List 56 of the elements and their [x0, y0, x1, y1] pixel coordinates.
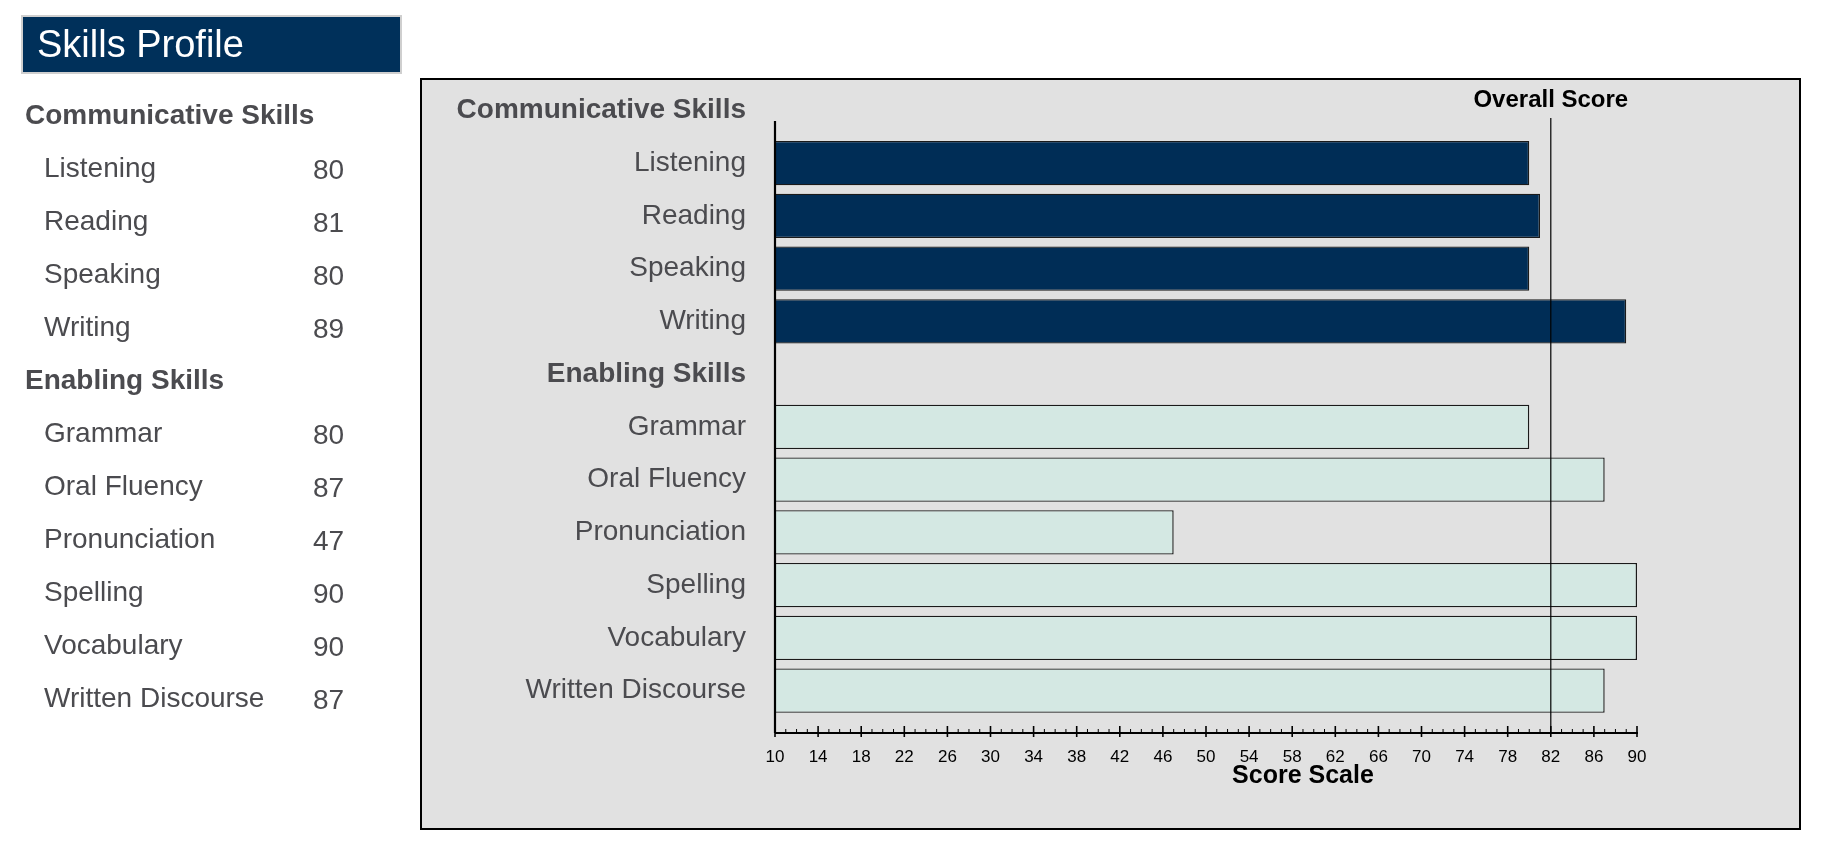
y-tick-label: Oral Fluency — [587, 462, 746, 494]
data-label: 80 — [313, 258, 345, 293]
y-tick-label: Speaking — [629, 251, 746, 283]
x-tick-label: 18 — [851, 746, 871, 766]
category-label: Vocabulary — [44, 628, 183, 660]
data-label: 80 — [313, 417, 345, 452]
y-tick-label: Enabling Skills — [546, 356, 746, 388]
ref-line-label: Overall Score — [1473, 84, 1629, 112]
data-label: 87 — [313, 682, 345, 717]
y-tick-label: Spelling — [646, 567, 746, 599]
x-tick-label: 42 — [1110, 746, 1130, 766]
y-tick-label: Listening — [633, 145, 746, 177]
x-tick-label: 34 — [1024, 746, 1044, 766]
category-label: Written Discourse — [44, 681, 265, 713]
data-label: 90 — [313, 629, 345, 664]
category-label: Enabling Skills — [25, 363, 225, 395]
text: Skills Profile — [21, 15, 402, 74]
x-tick-label: 58 — [1282, 746, 1302, 766]
x-tick-label: 62 — [1325, 746, 1345, 766]
category-label: Speaking — [44, 257, 161, 289]
x-tick-label: 50 — [1196, 746, 1216, 766]
x-tick-label: 74 — [1455, 746, 1475, 766]
y-tick-label: Communicative Skills — [456, 93, 746, 125]
category-label: Grammar — [44, 416, 163, 448]
x-tick-label: 22 — [894, 746, 914, 766]
category-label: Writing — [44, 310, 131, 342]
y-tick-label: Reading — [641, 198, 746, 230]
data-label: 87 — [313, 470, 345, 505]
x-tick-label: 26 — [937, 746, 957, 766]
category-label: Communicative Skills — [25, 98, 315, 130]
category-label: Reading — [44, 204, 149, 236]
y-tick-label: Pronunciation — [574, 515, 746, 547]
category-label: Oral Fluency — [44, 469, 203, 501]
x-tick-label: 38 — [1067, 746, 1087, 766]
x-tick-label: 10 — [765, 746, 785, 766]
x-tick-label: 82 — [1541, 746, 1561, 766]
x-tick-label: 78 — [1498, 746, 1518, 766]
x-tick-label: 86 — [1584, 746, 1604, 766]
data-label: 80 — [313, 152, 345, 187]
y-tick-label: Written Discourse — [525, 673, 746, 705]
y-tick-label: Grammar — [627, 409, 746, 441]
x-tick-label: 30 — [981, 746, 1000, 766]
category-label: Listening — [44, 151, 157, 183]
category-label: Spelling — [44, 575, 144, 607]
x-tick-label: 46 — [1153, 746, 1173, 766]
x-tick-label: 14 — [808, 746, 828, 766]
data-label: 89 — [313, 311, 345, 346]
x-tick-label: 90 — [1627, 746, 1647, 766]
y-tick-label: Vocabulary — [607, 620, 746, 652]
y-tick-label: Writing — [659, 304, 746, 336]
data-label: 47 — [313, 523, 345, 558]
category-label: Pronunciation — [44, 522, 216, 554]
data-label: 90 — [313, 576, 345, 611]
x-tick-label: 66 — [1368, 746, 1388, 766]
x-tick-label: 70 — [1412, 746, 1431, 766]
data-label: 81 — [313, 205, 345, 240]
